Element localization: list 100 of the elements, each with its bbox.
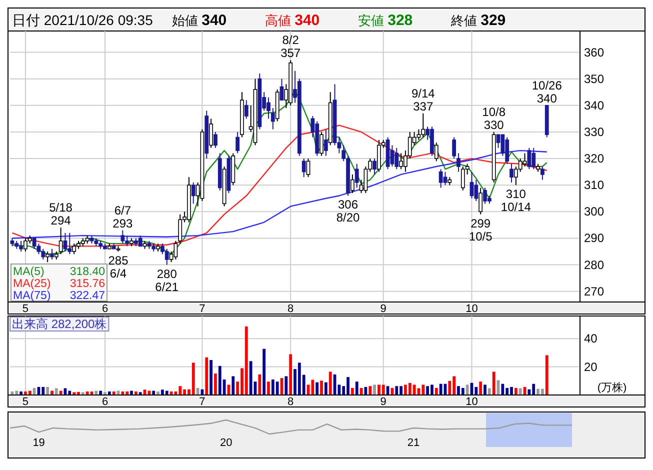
bar	[492, 372, 496, 395]
series-label: MA(5)	[13, 266, 44, 278]
annotation: 310 10/14	[500, 187, 532, 214]
candlestick	[540, 166, 544, 180]
bar	[518, 388, 522, 395]
bar	[351, 388, 354, 395]
bar	[311, 380, 314, 395]
x-tick-label: 19	[32, 437, 45, 449]
bar	[408, 382, 412, 395]
x-tick-label: 10	[466, 396, 478, 408]
candlestick	[394, 147, 399, 170]
bar	[324, 382, 328, 395]
bar	[192, 362, 195, 395]
y-axis-title: (万株)	[597, 381, 627, 394]
x-tick-label: 6	[102, 396, 108, 408]
annotation: 315.76	[70, 278, 105, 290]
line-series	[12, 150, 548, 239]
candlestick	[421, 112, 426, 138]
bar	[276, 382, 279, 395]
candlestick	[68, 232, 72, 255]
candlestick	[244, 100, 248, 120]
bar	[355, 382, 358, 395]
text: MA(25)	[13, 278, 51, 290]
y-tick-label: 280	[584, 258, 604, 272]
bar	[466, 384, 469, 395]
bar	[244, 326, 248, 395]
candlestick	[456, 152, 460, 172]
bar	[54, 388, 58, 395]
annotation: 5/18 294	[49, 200, 73, 228]
bar	[214, 374, 217, 395]
bar	[474, 386, 478, 395]
annotation: 8/2 357	[280, 33, 301, 60]
annotation: 285 6/4	[108, 254, 129, 281]
candlestick	[452, 136, 456, 160]
bar	[484, 384, 486, 395]
candlestick	[236, 131, 240, 154]
candlestick	[372, 158, 376, 175]
y-tick-label: 290	[584, 231, 604, 246]
candlestick	[280, 78, 284, 101]
x-tick-label: 7	[199, 396, 206, 408]
annotation: 9/14 337	[411, 86, 436, 114]
candlestick	[434, 142, 438, 162]
x-tick-label: 9	[380, 396, 386, 408]
bar	[289, 354, 292, 395]
candlestick	[443, 171, 448, 186]
candlestick	[174, 240, 178, 260]
y-tick-label: 270	[584, 284, 604, 298]
candlestick	[214, 131, 218, 148]
candlestick	[470, 171, 474, 199]
y-tick-label: 340	[584, 98, 604, 112]
bar	[395, 386, 398, 395]
annotation: 299 10/5	[468, 216, 493, 244]
bar	[205, 357, 208, 395]
y-tick-label: 20	[584, 360, 598, 374]
x-tick-label: 20	[220, 437, 232, 449]
x-tick-label: 8	[288, 303, 294, 315]
candlestick	[270, 108, 275, 130]
x-tick-label: 5	[22, 303, 29, 315]
candlestick	[354, 163, 359, 188]
bar	[434, 388, 438, 395]
candlestick	[120, 230, 125, 244]
bar	[46, 386, 49, 395]
bar	[218, 366, 222, 395]
candlestick	[302, 158, 306, 178]
bar	[439, 384, 442, 395]
bar	[249, 361, 252, 395]
candlestick	[178, 214, 182, 244]
bar	[320, 380, 323, 395]
annotation: 280 6/21	[155, 266, 179, 294]
bar	[461, 388, 464, 395]
bar	[284, 376, 288, 395]
candlestick	[138, 235, 142, 247]
bar	[267, 382, 270, 395]
candlestick	[438, 168, 443, 188]
bar	[232, 376, 235, 395]
annotation: 6/7 293	[112, 203, 134, 230]
y-tick-label: 40	[584, 332, 598, 346]
chart-title: 出来高 282,200株	[12, 317, 107, 331]
candlestick	[350, 174, 354, 194]
bar	[545, 355, 548, 395]
bar	[422, 384, 425, 395]
annotation: 10/8 330	[482, 104, 506, 132]
x-tick-label: 5	[22, 396, 29, 408]
candlestick	[324, 128, 328, 156]
candlestick	[164, 248, 169, 266]
bar	[373, 384, 376, 395]
text: MA(75)	[13, 290, 51, 302]
annotation: 322.47	[70, 290, 105, 302]
candlestick	[209, 118, 213, 148]
text: 終値 329	[450, 12, 506, 29]
annotation: 10/26 340	[532, 78, 562, 106]
candlestick	[306, 158, 310, 178]
x-tick-label: 21	[407, 437, 420, 449]
x-tick-label: 6	[102, 303, 108, 315]
y-tick-label: 360	[584, 45, 604, 60]
bar	[178, 386, 182, 395]
candlestick	[41, 248, 46, 260]
candlestick	[50, 248, 54, 260]
annotation: 318.40	[70, 266, 105, 278]
candlestick	[72, 243, 76, 255]
